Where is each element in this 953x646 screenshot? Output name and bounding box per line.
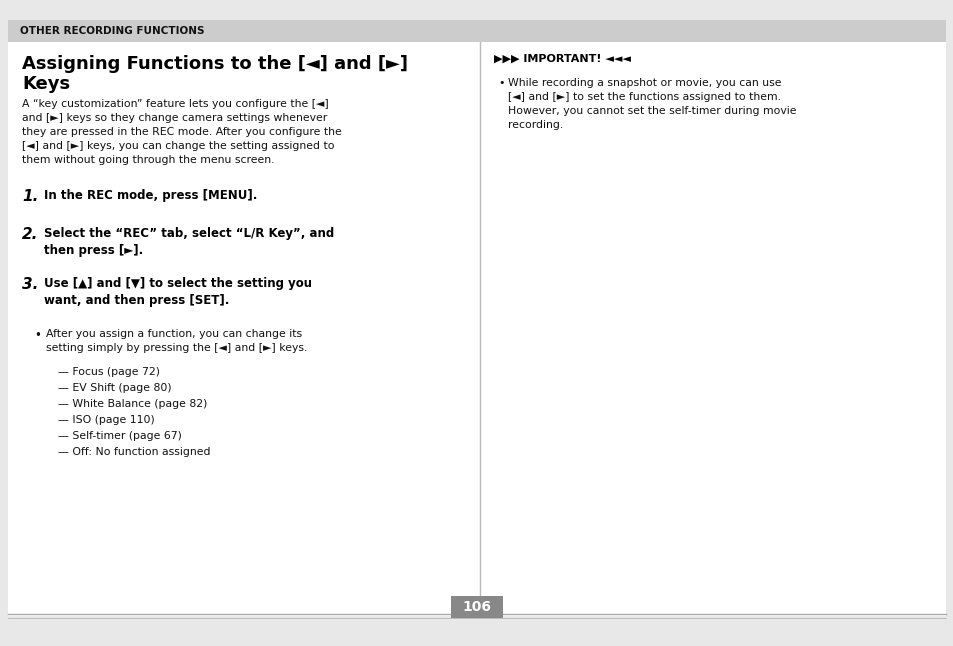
Text: Assigning Functions to the [◄] and [►]: Assigning Functions to the [◄] and [►] bbox=[22, 55, 408, 73]
Text: 106: 106 bbox=[462, 600, 491, 614]
Text: 2.: 2. bbox=[22, 227, 38, 242]
Text: Select the “REC” tab, select “L/R Key”, and
then press [►].: Select the “REC” tab, select “L/R Key”, … bbox=[44, 227, 334, 257]
Text: A “key customization” feature lets you configure the [◄]
and [►] keys so they ch: A “key customization” feature lets you c… bbox=[22, 99, 341, 165]
Text: •: • bbox=[34, 329, 41, 342]
Text: After you assign a function, you can change its
setting simply by pressing the [: After you assign a function, you can cha… bbox=[46, 329, 307, 353]
Text: Use [▲] and [▼] to select the setting you
want, and then press [SET].: Use [▲] and [▼] to select the setting yo… bbox=[44, 277, 312, 307]
Bar bbox=[451, 596, 502, 618]
Text: — ISO (page 110): — ISO (page 110) bbox=[58, 415, 154, 425]
Text: OTHER RECORDING FUNCTIONS: OTHER RECORDING FUNCTIONS bbox=[20, 26, 204, 36]
Text: Keys: Keys bbox=[22, 75, 71, 93]
Text: — Focus (page 72): — Focus (page 72) bbox=[58, 367, 160, 377]
Text: ▶▶▶ IMPORTANT! ◄◄◄: ▶▶▶ IMPORTANT! ◄◄◄ bbox=[494, 54, 630, 64]
Text: 3.: 3. bbox=[22, 277, 38, 292]
Text: •: • bbox=[497, 78, 504, 88]
Text: While recording a snapshot or movie, you can use
[◄] and [►] to set the function: While recording a snapshot or movie, you… bbox=[507, 78, 796, 130]
Text: — EV Shift (page 80): — EV Shift (page 80) bbox=[58, 383, 172, 393]
Text: 1.: 1. bbox=[22, 189, 38, 204]
Text: — White Balance (page 82): — White Balance (page 82) bbox=[58, 399, 207, 409]
Text: — Self-timer (page 67): — Self-timer (page 67) bbox=[58, 431, 182, 441]
Text: In the REC mode, press [MENU].: In the REC mode, press [MENU]. bbox=[44, 189, 257, 202]
Bar bbox=[8, 20, 945, 42]
Text: — Off: No function assigned: — Off: No function assigned bbox=[58, 447, 211, 457]
Bar bbox=[8, 42, 945, 616]
